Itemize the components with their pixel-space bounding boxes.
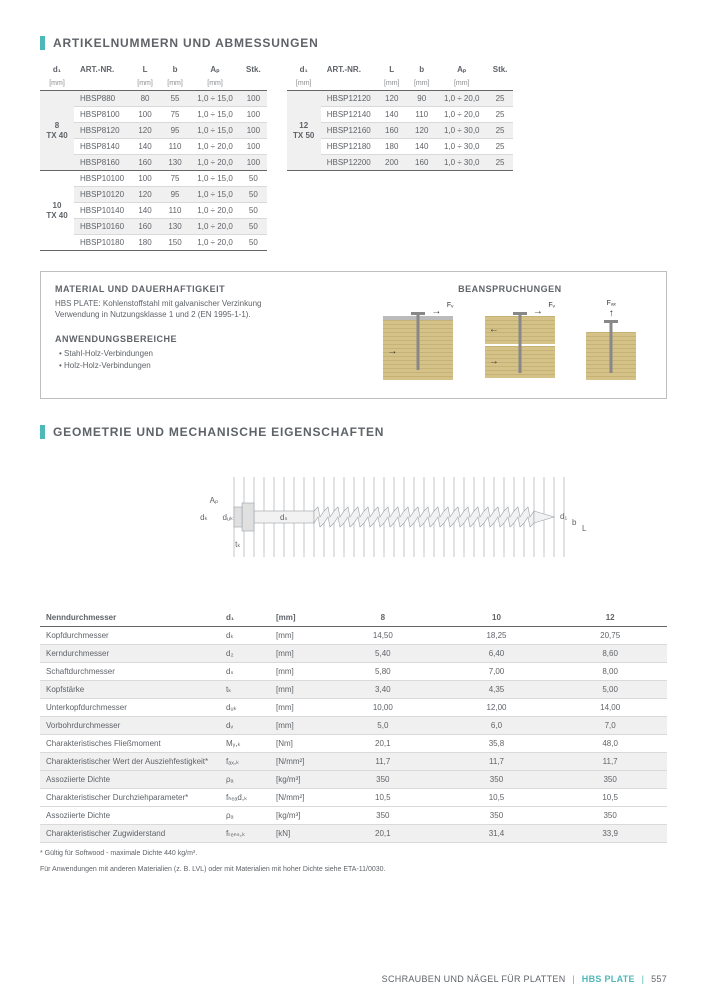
table-row: Assoziierte Dichte ρₐ [kg/m³] 350 350 35… bbox=[40, 771, 667, 789]
table-row: 10TX 40HBSP10100 100751,0 ÷ 15,050 bbox=[40, 171, 267, 187]
geometry-diagram: Aₚ dₖ dᵤₖ tₖ dₛ d₁ b L bbox=[40, 457, 667, 579]
footnote-2: Für Anwendungen mit anderen Materialien … bbox=[40, 865, 667, 875]
svg-text:tₖ: tₖ bbox=[235, 540, 241, 549]
arrow-icon: → bbox=[387, 346, 397, 357]
footnote-1: * Gültig für Softwood - maximale Dichte … bbox=[40, 849, 667, 859]
list-item: Stahl-Holz-Verbindungen bbox=[59, 348, 368, 360]
footer-brand: HBS PLATE bbox=[582, 974, 635, 984]
footer-category: SCHRAUBEN UND NÄGEL FÜR PLATTEN bbox=[382, 974, 566, 984]
dimension-table: d₁ART.-NR. Lb AₚStk. [mm][mm][mm][mm] 8T… bbox=[40, 62, 267, 251]
table-row: 8TX 40HBSP880 80551,0 ÷ 15,0100 bbox=[40, 91, 267, 107]
table-row: HBSP12160 1601201,0 ÷ 30,025 bbox=[287, 123, 514, 139]
table-row: HBSP12180 1801401,0 ÷ 30,025 bbox=[287, 139, 514, 155]
svg-text:L: L bbox=[582, 524, 587, 533]
table-row: Assoziierte Dichte ρₐ [kg/m³] 350 350 35… bbox=[40, 807, 667, 825]
table-row: HBSP8120 120951,0 ÷ 15,0100 bbox=[40, 123, 267, 139]
svg-text:Aₚ: Aₚ bbox=[209, 496, 218, 505]
table-row: Charakteristischer Zugwiderstand fₜₑₙₛ,ₖ… bbox=[40, 825, 667, 843]
table-row: HBSP8160 1601301,0 ÷ 20,0100 bbox=[40, 155, 267, 171]
accent-bar-icon bbox=[40, 36, 45, 50]
table-row: HBSP10120 120951,0 ÷ 15,050 bbox=[40, 187, 267, 203]
svg-text:dᵤₖ: dᵤₖ bbox=[222, 513, 233, 522]
section-title-dimensions: ARTIKELNUMMERN UND ABMESSUNGEN bbox=[40, 36, 667, 50]
properties-table: Nenndurchmesser d₁ [mm] 8 10 12Kopfdurch… bbox=[40, 609, 667, 843]
arrow-icon: ← bbox=[489, 324, 499, 335]
table-row: Nenndurchmesser d₁ [mm] 8 10 12 bbox=[40, 609, 667, 627]
table-row: HBSP10140 1401101,0 ÷ 20,050 bbox=[40, 203, 267, 219]
table-row: Kopfstärke tₖ [mm] 3,40 4,35 5,00 bbox=[40, 681, 667, 699]
info-box: MATERIAL UND DAUERHAFTIGKEIT HBS PLATE: … bbox=[40, 271, 667, 399]
table-row: HBSP12200 2001601,0 ÷ 30,025 bbox=[287, 155, 514, 171]
fv-label: Fᵥ bbox=[447, 302, 454, 309]
application-list: Stahl-Holz-VerbindungenHolz-Holz-Verbind… bbox=[55, 348, 368, 372]
table-row: Charakteristischer Wert der Ausziehfesti… bbox=[40, 753, 667, 771]
svg-text:b: b bbox=[572, 518, 577, 527]
section-title-text: ARTIKELNUMMERN UND ABMESSUNGEN bbox=[53, 36, 319, 50]
table-row: HBSP8140 1401101,0 ÷ 20,0100 bbox=[40, 139, 267, 155]
table-row: Charakteristisches Fließmoment Mᵧ,ₖ [Nm]… bbox=[40, 735, 667, 753]
table-row: HBSP10180 1801501,0 ÷ 20,050 bbox=[40, 235, 267, 251]
dimension-table: d₁ART.-NR. Lb AₚStk. [mm][mm][mm][mm] 12… bbox=[287, 62, 514, 171]
fv-label: Fᵥ bbox=[548, 302, 555, 309]
list-item: Holz-Holz-Verbindungen bbox=[59, 360, 368, 372]
arrow-icon: → bbox=[431, 306, 441, 317]
page-footer: SCHRAUBEN UND NÄGEL FÜR PLATTEN | HBS PL… bbox=[382, 974, 667, 984]
table-row: Kerndurchmesser d₂ [mm] 5,40 6,40 8,60 bbox=[40, 645, 667, 663]
arrow-icon: ↑ bbox=[609, 308, 614, 319]
page-number: 557 bbox=[651, 974, 667, 984]
table-row: HBSP10160 1601301,0 ÷ 20,050 bbox=[40, 219, 267, 235]
svg-text:dₛ: dₛ bbox=[280, 513, 287, 522]
dimension-tables-row: d₁ART.-NR. Lb AₚStk. [mm][mm][mm][mm] 8T… bbox=[40, 62, 667, 251]
arrow-icon: → bbox=[489, 356, 499, 367]
fax-label: Fₐₓ bbox=[607, 300, 616, 307]
table-row: 12TX 50HBSP12120 120901,0 ÷ 20,025 bbox=[287, 91, 514, 107]
table-row: Unterkopfdurchmesser dᵤₖ [mm] 10,00 12,0… bbox=[40, 699, 667, 717]
loading-heading: BEANSPRUCHUNGEN bbox=[368, 284, 652, 294]
svg-text:dₖ: dₖ bbox=[200, 513, 208, 522]
separator-icon: | bbox=[642, 974, 645, 984]
material-heading: MATERIAL UND DAUERHAFTIGKEIT bbox=[55, 284, 368, 294]
table-row: Kopfdurchmesser dₖ [mm] 14,50 18,25 20,7… bbox=[40, 627, 667, 645]
material-text: HBS PLATE: Kohlenstoffstahl mit galvanis… bbox=[55, 298, 368, 320]
section-title-text: GEOMETRIE UND MECHANISCHE EIGENSCHAFTEN bbox=[53, 425, 384, 439]
table-row: Schaftdurchmesser dₛ [mm] 5,80 7,00 8,00 bbox=[40, 663, 667, 681]
application-heading: ANWENDUNGSBEREICHE bbox=[55, 334, 368, 344]
section-title-geometry: GEOMETRIE UND MECHANISCHE EIGENSCHAFTEN bbox=[40, 425, 667, 439]
svg-text:d₁: d₁ bbox=[560, 512, 567, 521]
table-row: HBSP12140 1401101,0 ÷ 20,025 bbox=[287, 107, 514, 123]
accent-bar-icon bbox=[40, 425, 45, 439]
table-row: Vorbohrdurchmesser dᵥ [mm] 5,0 6,0 7,0 bbox=[40, 717, 667, 735]
arrow-icon: → bbox=[533, 306, 543, 317]
loading-diagrams: Fᵥ → → Fᵥ → ← → Fₐₓ ↑ bbox=[368, 302, 652, 382]
table-row: HBSP8100 100751,0 ÷ 15,0100 bbox=[40, 107, 267, 123]
separator-icon: | bbox=[572, 974, 575, 984]
table-row: Charakteristischer Durchziehparameter* f… bbox=[40, 789, 667, 807]
